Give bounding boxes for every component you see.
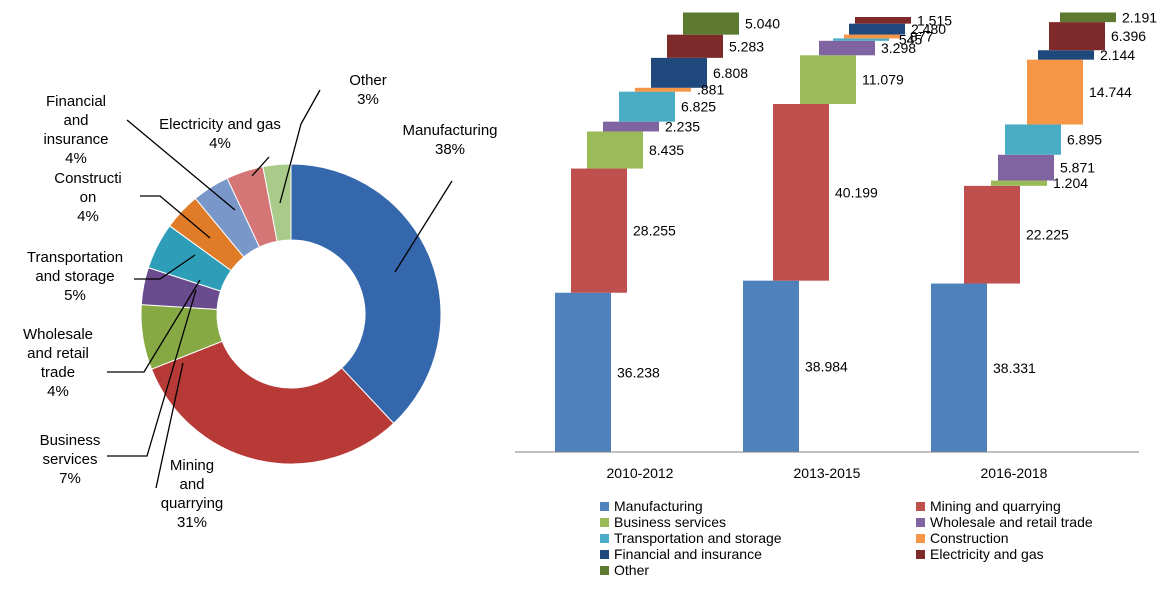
bar-financial-and-insurance-2013-2015 xyxy=(849,23,905,35)
legend-label-other: Other xyxy=(614,562,649,578)
data-label-business-services-2016-2018: 1.204 xyxy=(1053,175,1088,191)
bar-construction-2016-2018 xyxy=(1027,59,1083,125)
x-tick-label-2013-2015: 2013-2015 xyxy=(794,465,861,481)
legend-swatch-electricity-and-gas xyxy=(916,550,925,559)
bar-electricity-and-gas-2013-2015 xyxy=(855,16,911,24)
bar-wholesale-and-retail-trade-2010-2012 xyxy=(603,121,659,132)
legend-swatch-business-services xyxy=(600,518,609,527)
donut-label-construction: Constructi on 4% xyxy=(54,170,122,225)
data-label-transportation-and-storage-2010-2012: 6.825 xyxy=(681,99,716,115)
donut-slice-mining-and-quarrying xyxy=(150,340,395,465)
donut-label-financial-and-insurance: Financial and insurance 4% xyxy=(43,93,108,167)
legend-label-construction: Construction xyxy=(930,530,1009,546)
data-label-financial-and-insurance-2010-2012: 6.808 xyxy=(713,65,748,81)
leader-line-construction xyxy=(140,195,211,239)
legend-swatch-construction xyxy=(916,534,925,543)
legend-swatch-transportation-and-storage xyxy=(600,534,609,543)
bar-other-2010-2012 xyxy=(683,12,739,35)
leader-line-mining-and-quarrying xyxy=(155,362,184,489)
bar-other-2016-2018 xyxy=(1060,12,1116,23)
legend-swatch-wholesale-and-retail-trade xyxy=(916,518,925,527)
donut-label-mining-and-quarrying: Mining and quarrying 31% xyxy=(161,457,224,531)
data-label-mining-and-quarrying-2013-2015: 40.199 xyxy=(835,184,878,200)
data-label-transportation-and-storage-2013-2015: .545 xyxy=(895,32,922,48)
data-label-manufacturing-2010-2012: 36.238 xyxy=(617,364,660,380)
donut-label-manufacturing: Manufacturing 38% xyxy=(402,122,497,158)
bar-financial-and-insurance-2016-2018 xyxy=(1038,50,1094,60)
leader-line-business-services xyxy=(107,289,197,457)
bar-transportation-and-storage-2013-2015 xyxy=(833,38,889,41)
data-label-transportation-and-storage-2016-2018: 6.895 xyxy=(1067,132,1102,148)
data-label-mining-and-quarrying-2010-2012: 28.255 xyxy=(633,223,676,239)
donut-label-wholesale-and-retail-trade: Wholesale and retail trade 4% xyxy=(23,326,93,400)
donut-slice-manufacturing xyxy=(290,163,442,425)
data-label-other-2010-2012: 5.040 xyxy=(745,16,780,32)
leader-line-other xyxy=(279,89,321,204)
bar-construction-2010-2012 xyxy=(635,87,691,92)
legend-label-manufacturing: Manufacturing xyxy=(614,498,703,514)
data-label-wholesale-and-retail-trade-2016-2018: 5.871 xyxy=(1060,160,1095,176)
bar-wholesale-and-retail-trade-2013-2015 xyxy=(819,40,875,56)
donut-chart: Manufacturing 38% Mining and quarrying 31% Bus… xyxy=(23,72,498,531)
data-label-financial-and-insurance-2016-2018: 2.144 xyxy=(1100,47,1135,63)
legend-swatch-other xyxy=(600,566,609,575)
leader-line-financial-and-insurance xyxy=(126,119,236,211)
bar-mining-and-quarrying-2013-2015 xyxy=(773,103,829,281)
donut-slice-other xyxy=(262,163,292,242)
legend-label-transportation-and-storage: Transportation and storage xyxy=(614,530,782,546)
bar-manufacturing-2013-2015 xyxy=(743,280,799,452)
legend-swatch-manufacturing xyxy=(600,502,609,511)
bar-electricity-and-gas-2016-2018 xyxy=(1049,22,1105,51)
legend-swatch-mining-and-quarrying xyxy=(916,502,925,511)
donut-label-business-services: Business services 7% xyxy=(40,432,101,487)
legend-label-business-services: Business services xyxy=(614,514,726,530)
legend-label-wholesale-and-retail-trade: Wholesale and retail trade xyxy=(930,514,1093,530)
bar-electricity-and-gas-2010-2012 xyxy=(667,34,723,58)
leader-line-manufacturing xyxy=(394,180,453,273)
bar-manufacturing-2016-2018 xyxy=(931,283,987,452)
data-label-electricity-and-gas-2013-2015: 1.515 xyxy=(917,12,952,28)
data-label-electricity-and-gas-2010-2012: 5.283 xyxy=(729,38,764,54)
x-tick-label-2016-2018: 2016-2018 xyxy=(981,465,1048,481)
leader-line-electricity-and-gas xyxy=(251,156,270,177)
legend-label-financial-and-insurance: Financial and insurance xyxy=(614,546,762,562)
leader-line-wholesale-and-retail-trade xyxy=(107,279,201,373)
leader-line-transportation-and-storage xyxy=(134,254,196,280)
bar-business-services-2010-2012 xyxy=(587,131,643,169)
bar-transportation-and-storage-2016-2018 xyxy=(1005,124,1061,155)
data-label-manufacturing-2016-2018: 38.331 xyxy=(993,360,1036,376)
bar-mining-and-quarrying-2010-2012 xyxy=(571,168,627,293)
donut-label-electricity-and-gas: Electricity and gas 4% xyxy=(159,116,281,152)
legend-swatch-financial-and-insurance xyxy=(600,550,609,559)
x-tick-label-2010-2012: 2010-2012 xyxy=(607,465,674,481)
data-label-wholesale-and-retail-trade-2010-2012: 2.235 xyxy=(665,119,700,135)
bar-business-services-2016-2018 xyxy=(991,180,1047,186)
donut-label-transportation-and-storage: Transportation and storage 5% xyxy=(27,249,123,304)
bar-manufacturing-2010-2012 xyxy=(555,292,611,452)
data-label-manufacturing-2013-2015: 38.984 xyxy=(805,358,848,374)
bar-financial-and-insurance-2010-2012 xyxy=(651,57,707,88)
legend-label-electricity-and-gas: Electricity and gas xyxy=(930,546,1044,562)
donut-label-other: Other 3% xyxy=(349,72,387,108)
data-label-mining-and-quarrying-2016-2018: 22.225 xyxy=(1026,227,1069,243)
data-label-financial-and-insurance-2013-2015: 2.480 xyxy=(911,21,946,37)
bar-business-services-2013-2015 xyxy=(800,55,856,104)
data-label-business-services-2010-2012: 8.435 xyxy=(649,142,684,158)
bar-construction-2013-2015 xyxy=(844,34,900,39)
bar-wholesale-and-retail-trade-2016-2018 xyxy=(998,154,1054,181)
data-label-electricity-and-gas-2016-2018: 6.396 xyxy=(1111,28,1146,44)
data-label-construction-2016-2018: 14.744 xyxy=(1089,84,1132,100)
bar-mining-and-quarrying-2016-2018 xyxy=(964,185,1020,284)
data-label-construction-2013-2015: .877 xyxy=(906,28,933,44)
data-label-business-services-2013-2015: 11.079 xyxy=(862,72,904,88)
data-label-wholesale-and-retail-trade-2013-2015: 3.298 xyxy=(881,40,916,56)
legend-label-mining-and-quarrying: Mining and quarrying xyxy=(930,498,1061,514)
data-label-construction-2010-2012: .881 xyxy=(697,82,724,98)
data-label-other-2016-2018: 2.191 xyxy=(1122,9,1157,25)
bar-transportation-and-storage-2010-2012 xyxy=(619,91,675,122)
